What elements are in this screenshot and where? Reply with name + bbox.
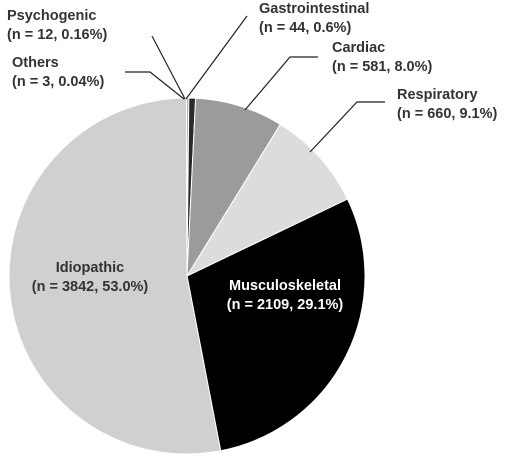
leader-line-respiratory (309, 101, 385, 153)
slice-label-count: (n = 3, 0.04%) (12, 74, 104, 90)
slice-label-psychogenic: Psychogenic (n = 12, 0.16%) (7, 8, 108, 43)
slice-label-musculoskeletal: Musculoskeletal (n = 2109, 29.1%) (227, 278, 344, 313)
slice-label-respiratory: Respiratory (n = 660, 9.1%) (397, 87, 498, 122)
slice-label-count: (n = 12, 0.16%) (7, 27, 108, 43)
slice-label-gastrointestinal: Gastrointestinal (n = 44, 0.6%) (259, 1, 369, 36)
leader-line-cardiac (244, 56, 318, 111)
pie-slices (8, 97, 366, 455)
slice-label-name: Idiopathic (56, 260, 124, 276)
slice-label-count: (n = 581, 8.0%) (332, 59, 433, 75)
slice-label-idiopathic: Idiopathic (n = 3842, 53.0%) (32, 260, 149, 295)
slice-respiratory (185, 123, 349, 278)
slice-cardiac (186, 97, 282, 277)
slice-label-name: Others (12, 55, 59, 71)
leader-line-psychogenic (151, 35, 186, 100)
slice-idiopathic (8, 97, 222, 455)
slice-label-count: (n = 2109, 29.1%) (227, 297, 344, 313)
leader-line-others (125, 71, 185, 100)
slice-musculoskeletal (186, 198, 366, 452)
leader-lines (125, 15, 385, 153)
slice-label-count: (n = 44, 0.6%) (259, 20, 351, 36)
slice-label-name: Gastrointestinal (259, 1, 369, 17)
slice-labels: Psychogenic (n = 12, 0.16%) Gastrointestin… (7, 1, 498, 313)
slice-label-count: (n = 3842, 53.0%) (32, 279, 149, 295)
slice-label-name: Cardiac (332, 40, 385, 56)
slice-label-name: Respiratory (397, 87, 478, 103)
slice-label-others: Others (n = 3, 0.04%) (12, 55, 104, 90)
leader-line-gastrointestinal (185, 15, 248, 100)
slice-label-cardiac: Cardiac (n = 581, 8.0%) (332, 40, 433, 75)
slice-label-name: Psychogenic (7, 8, 96, 24)
slice-label-name: Musculoskeletal (229, 278, 341, 294)
slice-label-count: (n = 660, 9.1%) (397, 106, 498, 122)
